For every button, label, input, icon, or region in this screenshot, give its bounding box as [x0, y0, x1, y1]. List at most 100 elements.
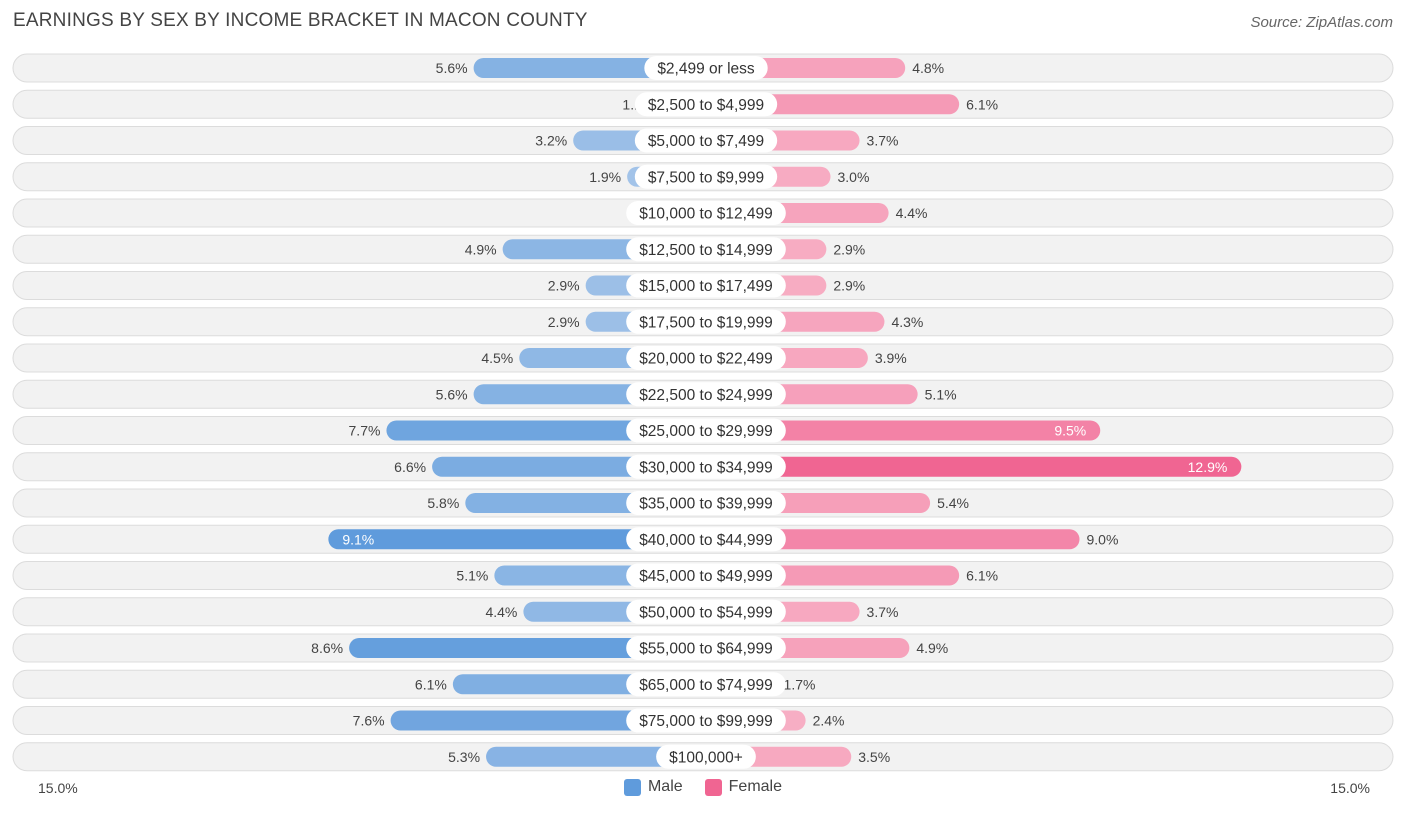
- category-label-pill: [626, 527, 786, 552]
- female-value-label: 5.1%: [925, 386, 957, 402]
- category-label: $10,000 to $12,499: [639, 206, 773, 223]
- female-bar: [706, 420, 1101, 441]
- category-label-pill: [626, 708, 786, 733]
- bar-row: 6.1% 1.7% $65,000 to $74,999: [12, 669, 1394, 699]
- female-value-label: 3.9%: [875, 350, 907, 366]
- category-label: $75,000 to $99,999: [639, 713, 773, 730]
- category-label: $50,000 to $54,999: [639, 604, 773, 621]
- bar-row: 5.1% 6.1% $45,000 to $49,999: [12, 561, 1394, 590]
- bar-row: 6.6% 12.9% $30,000 to $34,999: [12, 452, 1394, 482]
- legend-swatch-male: [623, 778, 641, 796]
- female-value-label: 3.7%: [867, 604, 899, 620]
- category-label-pill: [634, 164, 778, 189]
- male-value-label: 2.9%: [548, 278, 580, 294]
- legend-item-female[interactable]: Female: [704, 778, 782, 796]
- category-label-pill: [626, 672, 786, 697]
- category-label: $65,000 to $74,999: [639, 677, 773, 694]
- chart-title: EARNINGS BY SEX BY INCOME BRACKET IN MAC…: [13, 10, 588, 31]
- bar-row: 5.3% 3.5% $100,000+: [12, 742, 1394, 772]
- male-value-label: 4.5%: [481, 350, 513, 366]
- female-value-label: 2.9%: [833, 278, 865, 294]
- male-bar: [390, 710, 706, 731]
- category-label: $22,500 to $24,999: [639, 387, 773, 404]
- male-bar: [486, 746, 706, 767]
- category-label: $2,500 to $4,999: [648, 97, 764, 114]
- female-bar: [706, 529, 1080, 550]
- category-label: $2,499 or less: [657, 61, 755, 78]
- female-value-label: 9.0%: [1087, 531, 1119, 547]
- male-value-label: 8.6%: [311, 640, 343, 656]
- female-value-label: 6.1%: [966, 568, 998, 584]
- male-value-label: 5.1%: [456, 568, 488, 584]
- bar-row: 1.9% 3.0% $7,500 to $9,999: [12, 162, 1394, 192]
- category-label-pill: [626, 418, 786, 443]
- male-value-label: 5.6%: [436, 60, 468, 76]
- male-value-label: 6.6%: [394, 459, 426, 475]
- category-label-pill: [626, 346, 786, 370]
- source-credit: Source: ZipAtlas.com: [1250, 14, 1393, 31]
- male-value-label: 2.9%: [548, 314, 580, 330]
- category-label: $45,000 to $49,999: [639, 568, 773, 585]
- category-label: $35,000 to $39,999: [639, 496, 773, 513]
- male-value-label: 5.8%: [427, 495, 459, 511]
- category-label-pill: [626, 491, 786, 515]
- category-label: $20,000 to $22,499: [639, 351, 773, 368]
- bar-row: 4.9% 2.9% $12,500 to $14,999: [12, 234, 1394, 264]
- female-value-label: 4.4%: [896, 205, 928, 221]
- bar-row: 7.7% 9.5% $25,000 to $29,999: [12, 416, 1394, 445]
- bar-row: 5.8% 5.4% $35,000 to $39,999: [12, 488, 1394, 518]
- category-label-pill: [644, 56, 768, 80]
- male-value-label: 4.9%: [465, 241, 497, 257]
- bar-row: 7.6% 2.4% $75,000 to $99,999: [12, 706, 1394, 735]
- bar-row: 1.1%6.1%$2,500 to $4,999: [12, 89, 1394, 119]
- female-value-label: 4.3%: [891, 314, 923, 330]
- axis-left-label: 15.0%: [38, 780, 78, 796]
- male-value-label: 1.9%: [589, 169, 621, 185]
- male-value-label: 5.3%: [448, 749, 480, 765]
- female-value-label: 3.0%: [838, 169, 870, 185]
- male-value-label: 6.1%: [415, 676, 447, 692]
- legend: Male Female: [0, 778, 1406, 796]
- category-label-pill: [626, 382, 786, 407]
- category-label: $100,000+: [669, 749, 743, 766]
- category-label-pill: [626, 636, 786, 660]
- legend-item-male[interactable]: Male: [623, 778, 683, 796]
- bar-row: 8.6% 4.9% $55,000 to $64,999: [12, 633, 1394, 663]
- female-value-label: 3.5%: [858, 749, 890, 765]
- female-value-label: 3.7%: [867, 133, 899, 149]
- bar-row: 2.9% 4.3% $17,500 to $19,999: [12, 307, 1394, 337]
- legend-label-male: Male: [647, 778, 683, 795]
- male-value-label: 3.2%: [535, 133, 567, 149]
- bar-row: 3.2% 3.7% $5,000 to $7,499: [12, 126, 1394, 155]
- category-label: $30,000 to $34,999: [639, 459, 773, 476]
- male-value-label: 7.7%: [349, 423, 381, 439]
- female-bar: [706, 456, 1242, 477]
- female-value-label: 1.7%: [784, 676, 816, 692]
- bar-row: 2.9% 2.9% $15,000 to $17,499: [12, 271, 1394, 300]
- male-value-label: 4.4%: [485, 604, 517, 620]
- category-label: $12,500 to $14,999: [639, 242, 773, 259]
- category-label-pill: [634, 92, 778, 117]
- female-value-label: 9.5%: [1054, 423, 1086, 439]
- legend-swatch-female: [704, 778, 722, 796]
- male-value-label: 9.1%: [342, 531, 374, 547]
- category-label: $5,000 to $7,499: [648, 133, 764, 150]
- category-label-pill: [626, 237, 786, 262]
- category-label-pill: [626, 599, 786, 624]
- category-label-pill: [626, 309, 786, 334]
- female-value-label: 6.1%: [966, 96, 998, 112]
- axis-right-label: 15.0%: [1330, 780, 1370, 796]
- male-value-label: 5.6%: [436, 386, 468, 402]
- category-label-pill: [626, 273, 786, 298]
- bar-row: 4.5% 3.9% $20,000 to $22,499: [12, 343, 1394, 373]
- bar-row: 4.4% 3.7% $50,000 to $54,999: [12, 597, 1394, 627]
- male-bar: [386, 420, 706, 441]
- female-value-label: 12.9%: [1188, 459, 1228, 475]
- bar-row: 1.0%4.4%$10,000 to $12,499: [12, 198, 1394, 228]
- female-value-label: 4.8%: [912, 60, 944, 76]
- category-label: $7,500 to $9,999: [648, 169, 764, 186]
- category-label-pill: [656, 744, 756, 769]
- male-bar: [328, 529, 706, 550]
- category-label-pill: [626, 563, 786, 588]
- category-label: $40,000 to $44,999: [639, 532, 773, 549]
